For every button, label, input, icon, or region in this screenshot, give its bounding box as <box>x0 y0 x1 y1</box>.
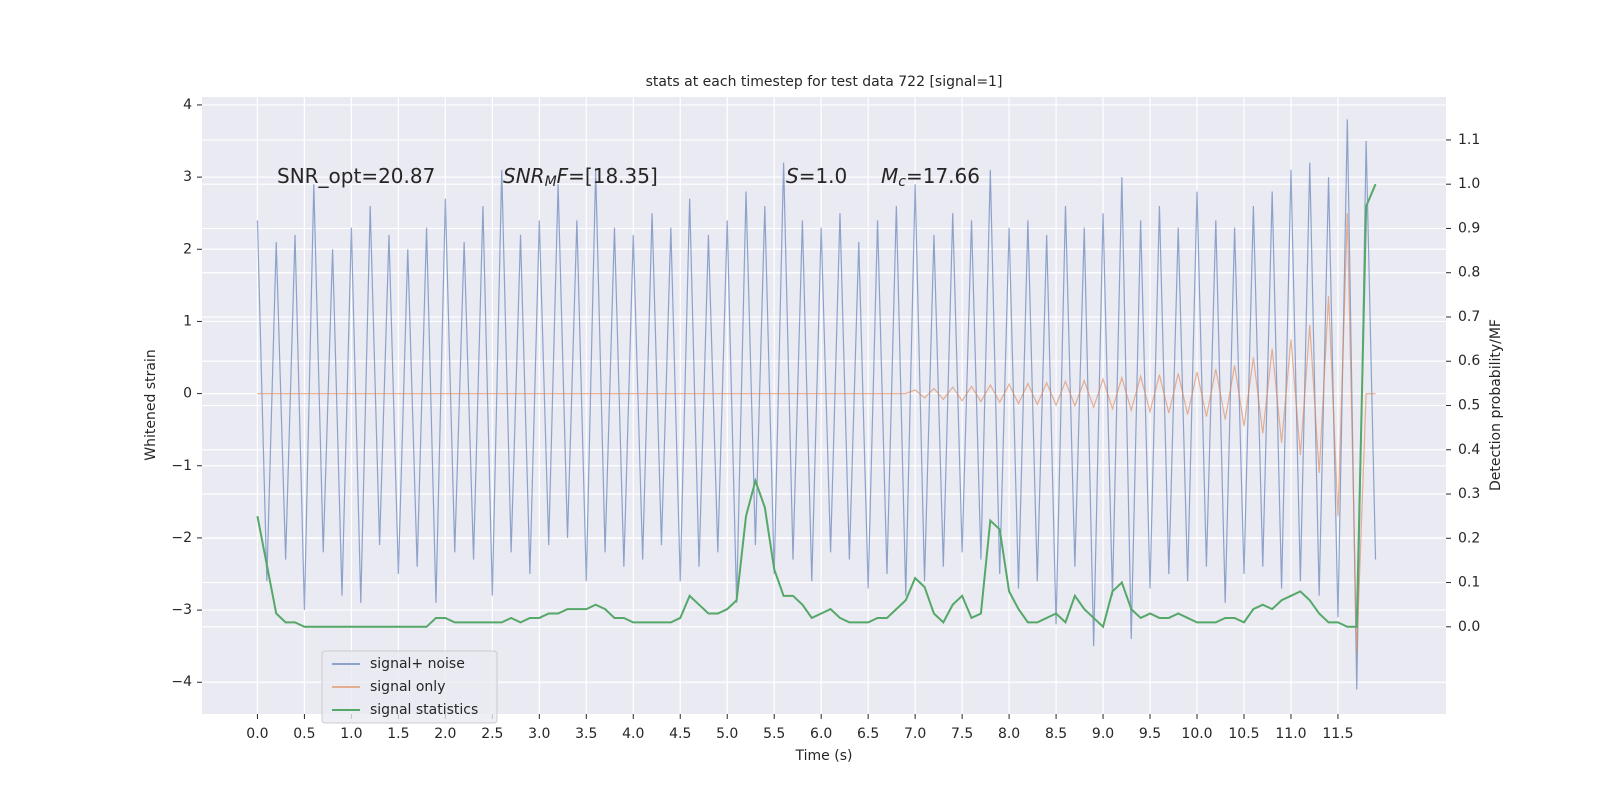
legend-label: signal only <box>370 679 445 695</box>
y2-axis-label: Detection probability/MF <box>1488 319 1504 491</box>
annotation-part: M <box>545 174 557 190</box>
x-tick-label: 9.5 <box>1139 726 1161 742</box>
series-line <box>257 213 1376 654</box>
y2-tick-label: 0.5 <box>1458 398 1480 414</box>
x-tick-label: 0.5 <box>293 726 315 742</box>
annotation-part: =1.0 <box>799 164 848 188</box>
y-tick-label: 3 <box>183 169 192 185</box>
legend-label: signal+ noise <box>370 656 465 672</box>
annotation-part: S <box>786 164 799 188</box>
x-tick-label: 10.5 <box>1228 726 1259 742</box>
y2-tick-label: 0.3 <box>1458 486 1480 502</box>
annotation-part: =17.66 <box>906 164 980 188</box>
annotation: SNRMF=[18.35] <box>503 164 658 191</box>
y2-tick-label: 0.7 <box>1458 309 1480 325</box>
x-tick-label: 5.0 <box>716 726 738 742</box>
y-tick-label: −3 <box>171 602 192 618</box>
x-tick-label: 7.5 <box>951 726 973 742</box>
x-tick-label: 0.0 <box>246 726 268 742</box>
annotation-part: c <box>898 174 906 190</box>
x-tick-label: 4.0 <box>622 726 644 742</box>
y2-tick-label: 0.2 <box>1458 530 1480 546</box>
y-tick-label: −2 <box>171 530 192 546</box>
annotation-part: SNR <box>503 164 545 188</box>
x-tick-label: 10.0 <box>1181 726 1212 742</box>
x-tick-label: 4.5 <box>669 726 691 742</box>
y2-tick-label: 1.0 <box>1458 176 1480 192</box>
annotation: S=1.0 <box>786 164 847 188</box>
y2-tick-label: 0.8 <box>1458 265 1480 281</box>
y2-tick-label: 0.4 <box>1458 442 1480 458</box>
x-tick-label: 6.0 <box>810 726 832 742</box>
legend-box <box>321 650 498 724</box>
x-tick-label: 5.5 <box>763 726 785 742</box>
y-tick-label: 4 <box>183 97 192 113</box>
y2-tick-label: 0.1 <box>1458 575 1480 591</box>
x-tick-label: 2.0 <box>434 726 456 742</box>
series-line <box>256 119 1377 690</box>
x-tick-label: 11.5 <box>1322 726 1353 742</box>
x-tick-label: 2.5 <box>481 726 503 742</box>
annotation-part: M <box>881 164 898 188</box>
x-tick-label: 3.0 <box>528 726 550 742</box>
x-tick-label: 8.0 <box>998 726 1020 742</box>
y-tick-label: −1 <box>171 458 192 474</box>
annotation: SNR_opt=20.87 <box>277 164 435 188</box>
legend-label: signal statistics <box>370 702 478 718</box>
chart-title: stats at each timestep for test data 722… <box>646 74 1003 90</box>
x-tick-label: 3.5 <box>575 726 597 742</box>
x-tick-label: 1.0 <box>340 726 362 742</box>
y2-tick-label: 1.1 <box>1458 132 1480 148</box>
x-axis-label: Time (s) <box>795 748 853 764</box>
annotation: Mc=17.66 <box>881 164 980 191</box>
y2-tick-label: 0.0 <box>1458 619 1480 635</box>
x-tick-label: 7.0 <box>904 726 926 742</box>
y-tick-label: 0 <box>183 386 192 402</box>
annotation-part: =[18.35] <box>568 164 658 188</box>
y2-tick-label: 0.9 <box>1458 220 1480 236</box>
grid <box>202 97 1446 714</box>
series-line <box>256 183 1377 629</box>
y-tick-label: 2 <box>183 241 192 257</box>
x-tick-label: 8.5 <box>1045 726 1067 742</box>
x-tick-label: 1.5 <box>387 726 409 742</box>
y-axis-label: Whitened strain <box>143 349 159 460</box>
x-tick-label: 9.0 <box>1092 726 1114 742</box>
x-tick-label: 11.0 <box>1275 726 1306 742</box>
legend: signal+ noise signal only signal statistic… <box>321 650 498 724</box>
annotation-part: SNR_opt=20.87 <box>277 164 435 188</box>
y-tick-label: −4 <box>171 674 192 690</box>
y2-tick-label: 0.6 <box>1458 353 1480 369</box>
y-tick-label: 1 <box>183 313 192 329</box>
annotation-part: F <box>557 164 569 188</box>
x-tick-label: 6.5 <box>857 726 879 742</box>
